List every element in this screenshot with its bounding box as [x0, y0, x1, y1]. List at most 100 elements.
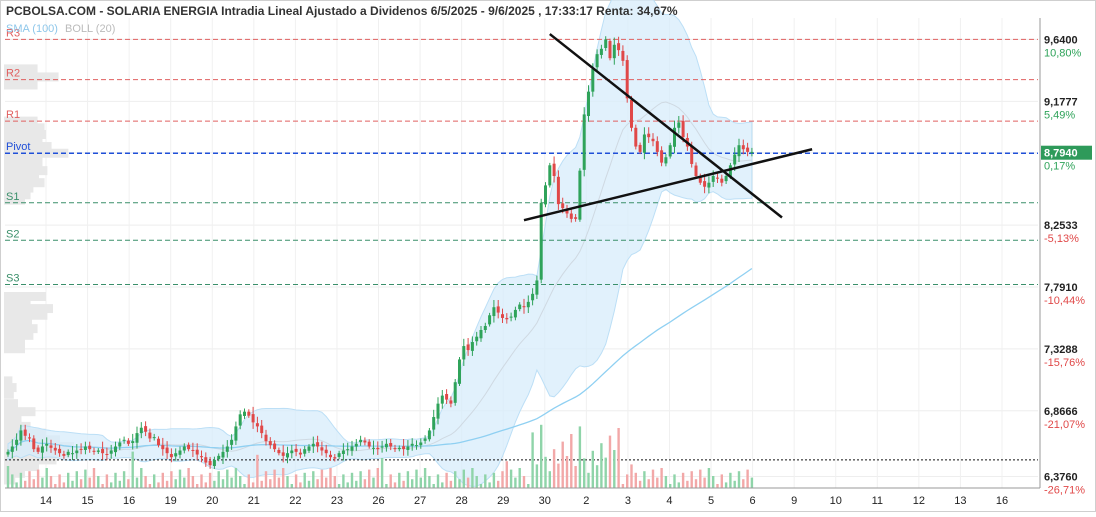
- volume-bar: [454, 471, 457, 488]
- candle-body: [513, 309, 517, 318]
- candle-body: [165, 447, 169, 454]
- volume-bar: [122, 471, 126, 488]
- volume-bar: [41, 477, 44, 488]
- candle-body: [71, 453, 74, 455]
- candle-body: [294, 448, 298, 452]
- volume-bar: [518, 468, 521, 488]
- candle-body: [703, 181, 707, 187]
- volume-profile-bar: [4, 304, 53, 314]
- candle-body: [161, 445, 165, 450]
- candle-body: [458, 359, 461, 384]
- candle-body: [681, 120, 685, 138]
- volume-bar: [742, 479, 745, 488]
- y-tick-percent: 5,49%: [1044, 109, 1075, 121]
- candle-body: [655, 141, 659, 152]
- volume-bar: [15, 482, 18, 488]
- candle-body: [200, 456, 203, 458]
- candle-body: [45, 443, 49, 446]
- candle-body: [329, 454, 332, 458]
- volume-bar: [724, 482, 728, 488]
- volume-bar: [153, 474, 156, 488]
- volume-bar: [329, 468, 332, 488]
- candle-body: [651, 138, 655, 142]
- pivot-level-label: R2: [6, 68, 20, 80]
- volume-bar: [174, 479, 177, 488]
- volume-bar: [6, 466, 10, 488]
- volume-bar: [737, 471, 741, 488]
- x-tick-label: 11: [872, 495, 883, 507]
- volume-bar: [669, 484, 672, 488]
- candle-body: [23, 429, 27, 436]
- x-tick-label: 15: [81, 495, 93, 507]
- volume-profile-bar: [4, 154, 43, 164]
- candle-body: [152, 437, 156, 439]
- candle-body: [634, 127, 638, 147]
- candle-body: [148, 432, 152, 439]
- candle-body: [221, 451, 225, 458]
- candle-body: [737, 145, 741, 157]
- trendlines: [523, 33, 813, 222]
- candle-body: [101, 448, 105, 454]
- candle-body: [126, 440, 130, 444]
- volume-bar: [333, 476, 336, 488]
- candle-body: [105, 453, 109, 455]
- volume-bar: [260, 480, 263, 488]
- volume-bar: [157, 482, 160, 488]
- candle-body: [733, 154, 737, 165]
- candle-body: [376, 447, 380, 450]
- volume-bar: [376, 468, 379, 488]
- candle-body: [638, 144, 642, 152]
- volume-bar: [273, 469, 276, 488]
- y-tick-label: 6,8666: [1044, 406, 1078, 418]
- volume-bar: [445, 472, 448, 488]
- candle-body: [350, 446, 354, 451]
- volume-bar: [643, 471, 646, 488]
- candle-body: [36, 447, 40, 452]
- candle-body: [174, 453, 178, 457]
- volume-bar: [282, 468, 285, 488]
- candle-body: [647, 133, 651, 138]
- volume-bar: [449, 480, 453, 488]
- volume-bar: [165, 480, 169, 488]
- candle-body: [677, 122, 681, 128]
- volume-bar: [600, 443, 603, 488]
- volume-bar: [234, 468, 238, 488]
- volume-profile-bar: [4, 171, 39, 181]
- x-tick-label: 2: [583, 495, 589, 507]
- volume-bar: [62, 482, 66, 488]
- volume-profile-bar: [4, 116, 38, 126]
- volume-bar: [303, 472, 306, 488]
- volume-bar: [67, 472, 70, 488]
- candle-body: [238, 414, 242, 426]
- candle-body: [475, 336, 479, 342]
- candle-body: [316, 442, 320, 447]
- pivot-level-label: R3: [6, 27, 20, 39]
- volume-bar: [626, 474, 629, 488]
- pivot-level-label: S3: [6, 272, 19, 284]
- y-tick-percent: -15,76%: [1044, 357, 1085, 369]
- candle-body: [217, 455, 221, 460]
- volume-profile-bar: [4, 72, 59, 82]
- volume-bar: [325, 477, 328, 488]
- candle-body: [548, 165, 552, 186]
- volume-bar: [492, 472, 496, 488]
- candle-body: [62, 453, 66, 456]
- volume-profile-bar: [4, 421, 31, 431]
- volume-bar: [148, 484, 152, 488]
- volume-profile-bar: [4, 475, 16, 485]
- candle-body: [664, 157, 668, 164]
- candle-body: [728, 165, 732, 177]
- pivot-level-label: S1: [6, 191, 19, 203]
- volume-bar: [514, 477, 517, 488]
- candle-body: [410, 443, 414, 446]
- candle-body: [290, 450, 294, 454]
- current-price-label: 8,7940: [1044, 148, 1078, 160]
- volume-bar: [720, 474, 723, 488]
- volume-bar: [466, 477, 470, 488]
- volume-bar: [699, 469, 702, 488]
- candle-body: [505, 317, 509, 320]
- volume-profile-bar: [4, 148, 69, 158]
- candle-body: [526, 301, 530, 308]
- candle-body: [578, 170, 582, 220]
- candle-body: [230, 439, 234, 445]
